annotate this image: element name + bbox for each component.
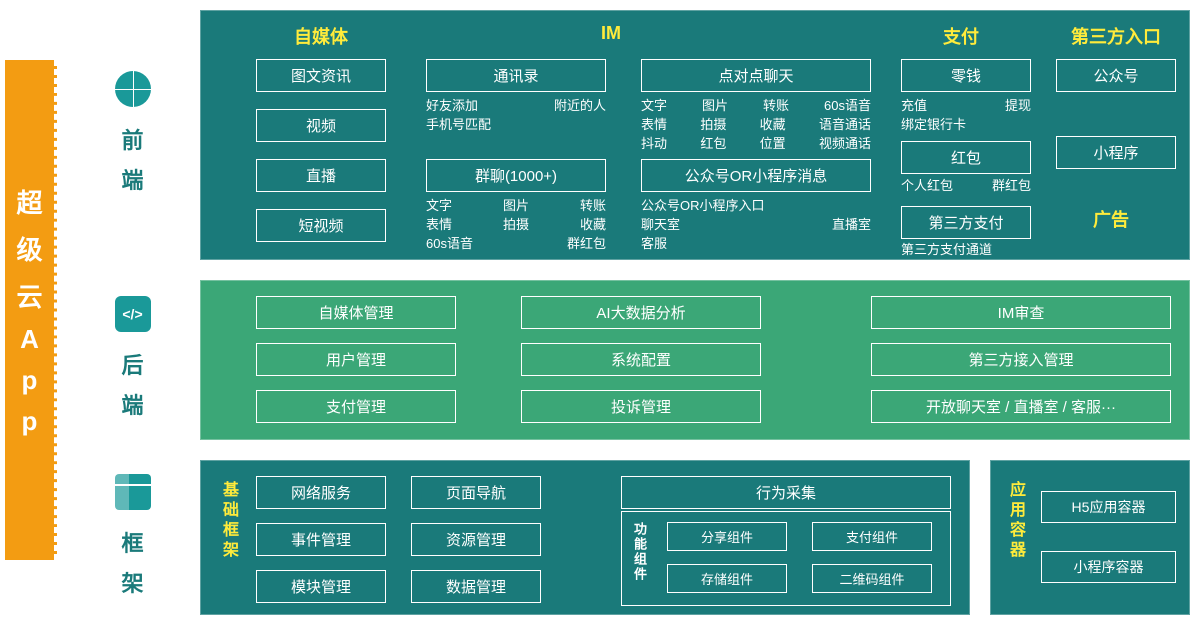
- pay-wallet-sub: 充值提现 绑定银行卡: [901, 95, 1031, 133]
- third-item: 公众号: [1056, 59, 1176, 92]
- im-group-sub: 文字图片转账 表情拍摄收藏 60s语音群红包: [426, 195, 606, 252]
- framework-label: 框架: [95, 460, 170, 615]
- layout-icon: [115, 474, 151, 510]
- be-item: IM审查: [871, 296, 1171, 329]
- media-item: 图文资讯: [256, 59, 386, 92]
- im-pub-sub: 公众号OR小程序入口 聊天室直播室 客服: [641, 195, 871, 252]
- im-group: 群聊(1000+): [426, 159, 606, 192]
- pay-redpacket: 红包: [901, 141, 1031, 174]
- media-item: 视频: [256, 109, 386, 142]
- pay-wallet: 零钱: [901, 59, 1031, 92]
- container-item: 小程序容器: [1041, 551, 1176, 583]
- pay-third: 第三方支付: [901, 206, 1031, 239]
- pay-header: 支付: [921, 23, 1001, 49]
- media-header: 自媒体: [261, 23, 381, 49]
- container-label: 应用容器: [1003, 481, 1027, 561]
- func-item: 分享组件: [667, 522, 787, 551]
- be-item: 第三方接入管理: [871, 343, 1171, 376]
- im-p2p: 点对点聊天: [641, 59, 871, 92]
- backend-label: </> 后端: [95, 280, 170, 440]
- func-container: 功能组件 分享组件 支付组件 存储组件 二维码组件: [621, 511, 951, 606]
- ad-label: 广告: [1081, 206, 1141, 232]
- fw-item: 数据管理: [411, 570, 541, 603]
- be-item: 投诉管理: [521, 390, 761, 423]
- fw-item: 网络服务: [256, 476, 386, 509]
- func-item: 支付组件: [812, 522, 932, 551]
- media-item: 直播: [256, 159, 386, 192]
- pay-redpacket-sub: 个人红包群红包: [901, 175, 1031, 194]
- be-item: 开放聊天室 / 直播室 / 客服···: [871, 390, 1171, 423]
- fw-item: 资源管理: [411, 523, 541, 556]
- frontend-panel: 自媒体 图文资讯 视频 直播 短视频 IM 通讯录 好友添加附近的人 手机号匹配…: [200, 10, 1190, 260]
- container-item: H5应用容器: [1041, 491, 1176, 523]
- im-header: IM: [551, 23, 671, 44]
- im-pub: 公众号OR小程序消息: [641, 159, 871, 192]
- fw-item: 页面导航: [411, 476, 541, 509]
- im-contacts-sub: 好友添加附近的人 手机号匹配: [426, 95, 606, 133]
- base-framework-label: 基础框架: [216, 481, 240, 561]
- framework-panel-container: 应用容器 H5应用容器 小程序容器: [990, 460, 1190, 615]
- globe-icon: [115, 71, 151, 107]
- be-item: 系统配置: [521, 343, 761, 376]
- func-item: 存储组件: [667, 564, 787, 593]
- main-title: 超级云App: [5, 60, 57, 560]
- func-label: 功能组件: [630, 522, 649, 582]
- frontend-label: 前端: [95, 10, 170, 260]
- func-item: 二维码组件: [812, 564, 932, 593]
- backend-panel: 自媒体管理 用户管理 支付管理 AI大数据分析 系统配置 投诉管理 IM审查 第…: [200, 280, 1190, 440]
- third-item: 小程序: [1056, 136, 1176, 169]
- fw-item: 事件管理: [256, 523, 386, 556]
- im-contacts: 通讯录: [426, 59, 606, 92]
- fw-item: 模块管理: [256, 570, 386, 603]
- code-icon: </>: [115, 296, 151, 332]
- media-item: 短视频: [256, 209, 386, 242]
- im-p2p-sub: 文字图片转账60s语音 表情拍摄收藏语音通话 抖动红包位置视频通话: [641, 95, 871, 152]
- pay-third-sub: 第三方支付通道: [901, 239, 1031, 258]
- be-item: AI大数据分析: [521, 296, 761, 329]
- framework-panel-base: 基础框架 网络服务 事件管理 模块管理 页面导航 资源管理 数据管理 行为采集 …: [200, 460, 970, 615]
- behavior-box: 行为采集: [621, 476, 951, 509]
- be-item: 自媒体管理: [256, 296, 456, 329]
- be-item: 支付管理: [256, 390, 456, 423]
- be-item: 用户管理: [256, 343, 456, 376]
- third-header: 第三方入口: [1056, 23, 1176, 49]
